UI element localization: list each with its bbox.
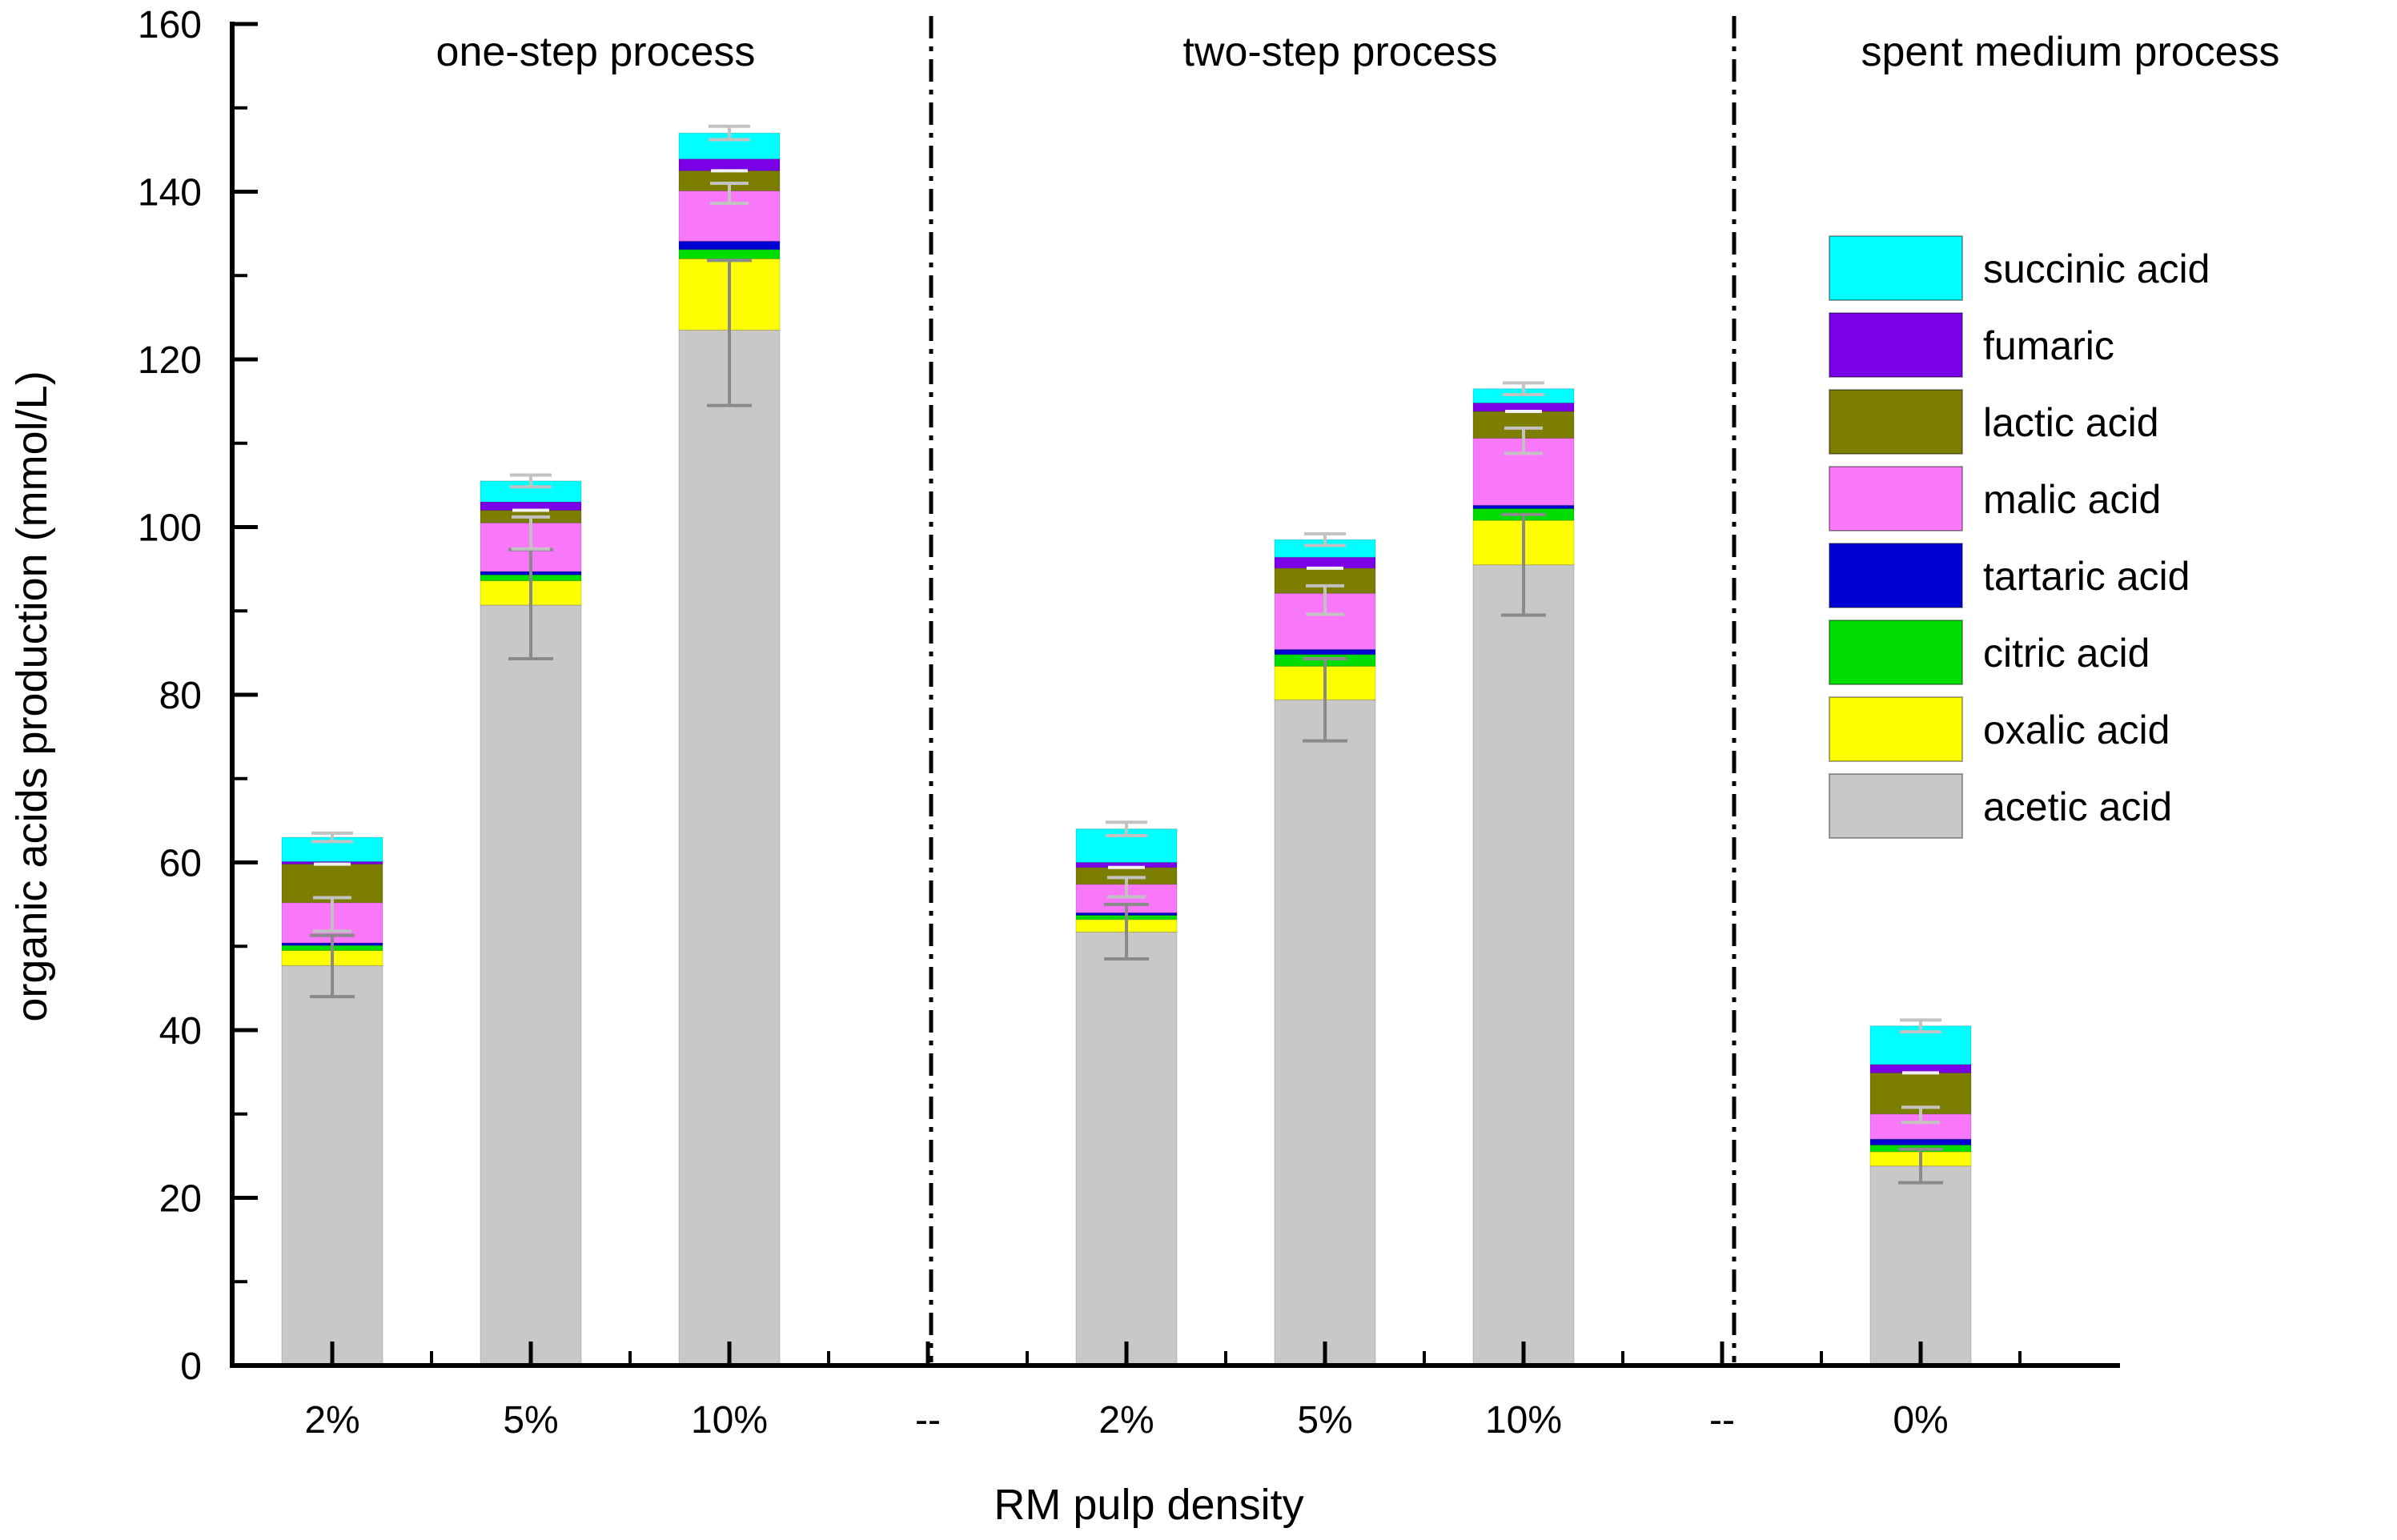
- legend-label: lactic acid: [1983, 400, 2159, 445]
- legend-label: acetic acid: [1983, 784, 2172, 829]
- legend-swatch: [1829, 620, 1963, 685]
- x-axis-tick-label: 10%: [1485, 1399, 1562, 1442]
- error-bar-total: [1106, 820, 1147, 837]
- error-bar-acetic: [707, 259, 752, 407]
- bar-segment-acetic-acid: [480, 604, 582, 1366]
- error-bar-acetic: [1898, 1147, 1943, 1185]
- x-axis-tick-label: 0%: [1893, 1399, 1948, 1442]
- bar-segment-fumaric: [1274, 556, 1376, 569]
- bar-segment-acetic-acid: [1472, 564, 1575, 1366]
- legend-label: citric acid: [1983, 631, 2150, 676]
- error-bar-malic: [512, 515, 550, 551]
- error-bar-malic: [1504, 426, 1543, 455]
- x-axis-tick-label: 2%: [1098, 1399, 1154, 1442]
- legend-swatch: [1829, 235, 1963, 301]
- y-axis-tick-label: 60: [159, 843, 202, 885]
- legend-item: oxalic acid: [1829, 696, 2170, 762]
- bar-segment-citric-acid: [678, 249, 781, 259]
- y-axis-tick-label: 0: [180, 1345, 202, 1388]
- x-axis-tick-label: --: [915, 1399, 941, 1442]
- error-bar-acetic: [1501, 512, 1546, 617]
- bar-segment-fumaric: [678, 158, 781, 171]
- error-bar-acetic: [1104, 902, 1149, 960]
- legend-item: malic acid: [1829, 466, 2161, 531]
- x-axis-title: RM pulp density: [994, 1481, 1303, 1529]
- y-axis-tick-label: 20: [159, 1178, 202, 1221]
- bars-layer: [281, 132, 1972, 1366]
- error-bar-total: [311, 831, 353, 844]
- y-axis-tick-label: 40: [159, 1010, 202, 1053]
- bar-segment-tartaric-acid: [1274, 648, 1376, 656]
- bar-segment-tartaric-acid: [1869, 1138, 1972, 1146]
- error-bar-malic: [1306, 584, 1344, 616]
- x-axis-tick-label: --: [1709, 1399, 1735, 1442]
- error-bar-total: [1900, 1018, 1941, 1034]
- x-axis-tick-label: 5%: [503, 1399, 558, 1442]
- bar-segment-tartaric-acid: [678, 240, 781, 251]
- bar-segment-tartaric-acid: [1472, 504, 1575, 509]
- legend-item: acetic acid: [1829, 773, 2172, 839]
- legend-swatch: [1829, 773, 1963, 839]
- x-axis-tick-label: 10%: [691, 1399, 768, 1442]
- bar-segment-acetic-acid: [281, 965, 383, 1366]
- bar-segment-acetic-acid: [1869, 1165, 1972, 1366]
- error-bar-malic: [710, 182, 749, 206]
- legend-item: succinic acid: [1829, 235, 2210, 301]
- bar-segment-acetic-acid: [1075, 931, 1178, 1366]
- legend-item: citric acid: [1829, 620, 2150, 685]
- axes-layer: 0 20 40 60 80 100 120 140 160 2% 5% 10% -- 2% 5% 10% -- 0…: [138, 4, 2120, 1442]
- legend-swatch: [1829, 696, 1963, 762]
- legend-label: fumaric: [1983, 323, 2114, 368]
- bar-segment-acetic-acid: [678, 329, 781, 1366]
- legend-swatch: [1829, 389, 1963, 455]
- error-bar-total: [1304, 531, 1346, 547]
- legend-swatch: [1829, 543, 1963, 608]
- y-axis-tick-label: 120: [138, 339, 202, 382]
- legend-label: oxalic acid: [1983, 708, 2170, 752]
- legend-item: fumaric: [1829, 312, 2114, 378]
- legend-item: tartaric acid: [1829, 543, 2190, 608]
- x-axis-tick-label: 2%: [304, 1399, 359, 1442]
- legend-swatch: [1829, 466, 1963, 531]
- y-axis-title: organic acids production (mmol/L): [8, 371, 56, 1021]
- section-title-two-step: two-step process: [1182, 29, 1497, 75]
- legend-label: tartaric acid: [1983, 554, 2190, 599]
- error-bar-malic: [1107, 876, 1146, 899]
- legend-item: lactic acid: [1829, 389, 2159, 455]
- legend-swatch: [1829, 312, 1963, 378]
- legend-label: succinic acid: [1983, 247, 2210, 291]
- legend-layer: succinic acid fumaric lactic acid malic aci…: [1829, 235, 2210, 839]
- bar-segment-acetic-acid: [1274, 699, 1376, 1366]
- error-bar-acetic: [310, 933, 355, 999]
- legend-label: malic acid: [1983, 477, 2161, 522]
- x-axis-tick-label: 5%: [1297, 1399, 1352, 1442]
- error-bar-total: [510, 473, 552, 489]
- y-axis-tick-label: 140: [138, 172, 202, 215]
- section-title-one-step: one-step process: [436, 29, 756, 75]
- y-axis-tick-label: 80: [159, 675, 202, 717]
- section-title-spent-medium: spent medium process: [1861, 29, 2279, 75]
- error-bar-total: [1503, 381, 1544, 396]
- y-axis-tick-label: 160: [138, 4, 202, 46]
- section-dividers-layer: [929, 16, 1737, 1362]
- error-bar-total: [709, 124, 750, 142]
- error-bar-malic: [313, 896, 351, 933]
- error-bar-acetic: [1303, 656, 1347, 743]
- error-bar-malic: [1901, 1105, 1940, 1125]
- error-bars-layer: [310, 124, 1943, 1185]
- y-axis-tick-label: 100: [138, 507, 202, 550]
